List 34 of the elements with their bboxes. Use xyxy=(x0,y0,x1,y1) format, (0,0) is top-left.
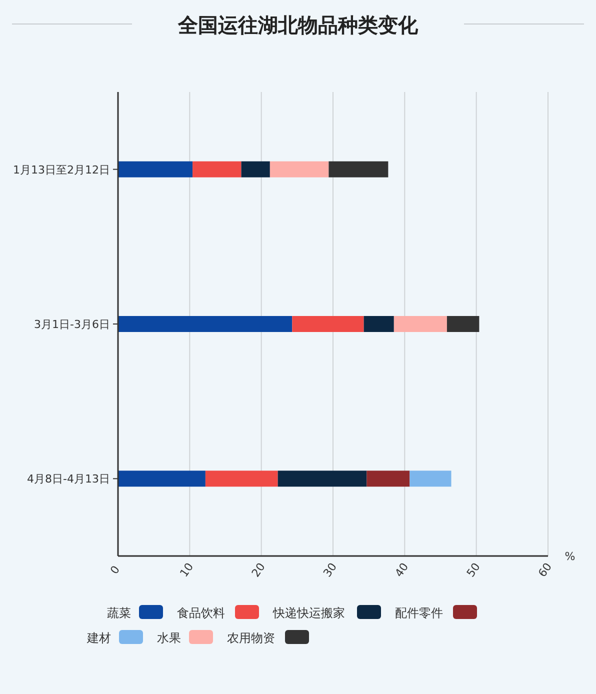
legend-label: 蔬菜 xyxy=(107,606,131,620)
x-tick-label: 50 xyxy=(464,560,483,580)
legend-label: 农用物资 xyxy=(227,631,275,645)
legend-label: 水果 xyxy=(157,631,181,645)
bar xyxy=(446,316,480,332)
bar xyxy=(366,470,410,487)
legend-label: 食品饮料 xyxy=(177,606,225,620)
y-tick-label: 4月8日-4月13日 xyxy=(27,472,110,486)
bar xyxy=(394,316,447,332)
bar xyxy=(241,161,270,178)
bar xyxy=(192,161,242,178)
bar xyxy=(364,316,394,332)
x-tick-label: 30 xyxy=(320,560,340,580)
bar xyxy=(118,470,206,487)
bar xyxy=(118,316,292,332)
bar xyxy=(278,470,367,487)
bar xyxy=(328,161,388,178)
chart-title: 全国运往湖北物品种类变化 xyxy=(177,13,419,37)
bar xyxy=(118,161,193,178)
x-tick-label: 20 xyxy=(249,560,268,580)
bar xyxy=(270,161,329,178)
bar xyxy=(410,470,452,487)
legend-label: 建材 xyxy=(86,631,111,645)
legend-label: 配件零件 xyxy=(395,606,443,620)
x-tick-label: 60 xyxy=(536,560,554,580)
x-tick-label: 0 xyxy=(108,563,122,577)
x-tick-label: 10 xyxy=(177,560,196,580)
y-tick-label: 1月13日至2月12日 xyxy=(13,163,110,176)
bar xyxy=(292,316,364,332)
legend-label: 快递快运搬家 xyxy=(272,606,345,620)
bar xyxy=(205,470,278,487)
y-tick-label: 3月1日-3月6日 xyxy=(34,318,110,331)
x-tick-label: 40 xyxy=(392,560,412,580)
x-axis-title: % xyxy=(564,550,576,563)
